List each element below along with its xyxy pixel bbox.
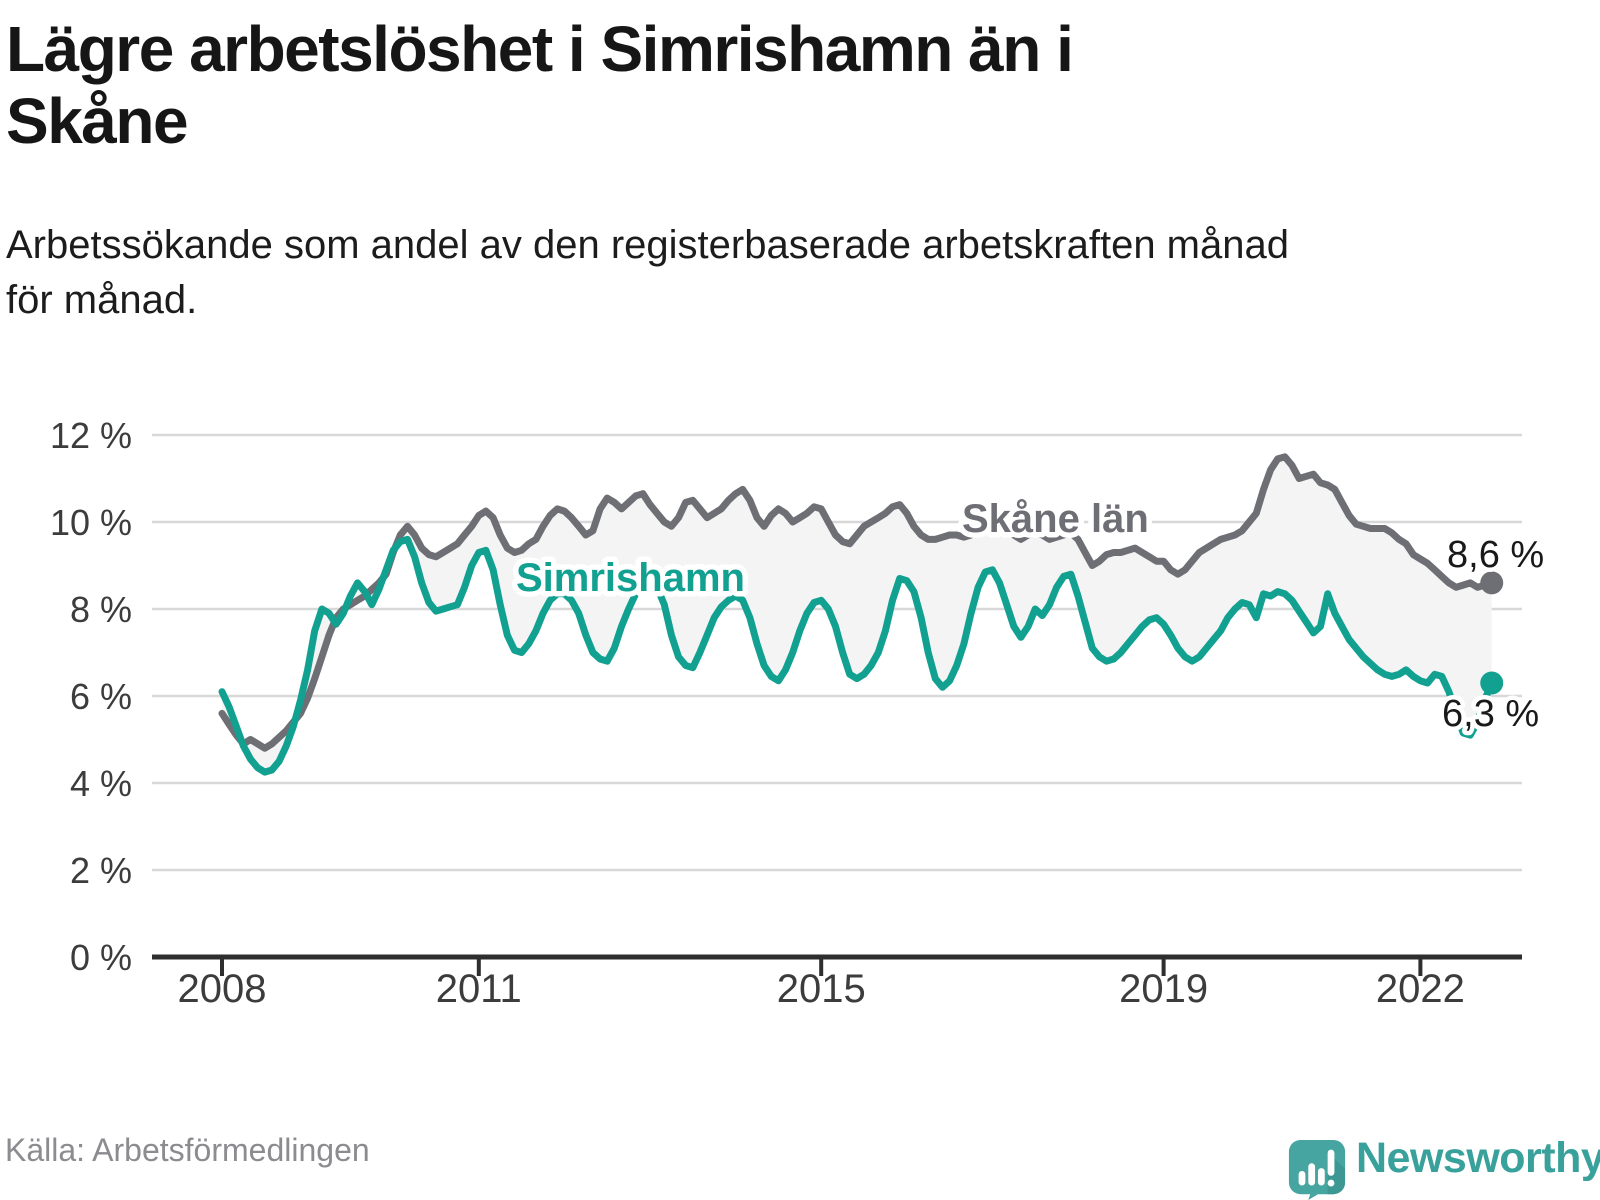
x-tick-label-2008: 2008 <box>178 967 267 1011</box>
skane-end-dot <box>1480 571 1504 595</box>
source-note: Källa: Arbetsförmedlingen <box>5 1132 370 1168</box>
axis-tick-labels: 12 % 10 % 8 % 6 % 4 % 2 % 0 % 2008 2011 2015 2019 2… <box>50 415 1465 1011</box>
y-tick-label-10: 10 % <box>50 502 132 543</box>
newsworthy-logo-icon <box>1288 1140 1346 1200</box>
y-tick-label-6: 6 % <box>70 676 132 717</box>
x-axis <box>152 954 1522 976</box>
newsworthy-logo: Newsworthy <box>1288 1134 1600 1200</box>
x-tick-label-2022: 2022 <box>1376 967 1465 1011</box>
gridlines <box>152 433 1522 872</box>
simrishamn-end-value-label: 6,3 % <box>1442 693 1539 735</box>
skane-line <box>218 453 1496 752</box>
y-tick-label-12: 12 % <box>50 415 132 456</box>
chart-subtitle: Arbetssökande som andel av den registerb… <box>6 223 1289 323</box>
skane-series-label: Skåne län <box>962 497 1149 541</box>
x-tick-label-2015: 2015 <box>777 967 866 1011</box>
newsworthy-logo-text: Newsworthy <box>1356 1134 1600 1182</box>
y-tick-label-8: 8 % <box>70 589 132 630</box>
simrishamn-series-label: Simrishamn <box>516 556 745 600</box>
y-tick-label-2: 2 % <box>70 850 132 891</box>
skane-end-value-label: 8,6 % <box>1447 534 1544 576</box>
y-tick-label-4: 4 % <box>70 763 132 804</box>
y-tick-label-0: 0 % <box>70 937 132 978</box>
simrishamn-line <box>218 535 1496 776</box>
x-tick-label-2011: 2011 <box>436 967 522 1011</box>
x-tick-label-2019: 2019 <box>1119 967 1208 1011</box>
chart-title: Lägre arbetslöshet i Simrishamn än i Skå… <box>6 13 1074 157</box>
simrishamn-end-dot <box>1480 671 1504 695</box>
